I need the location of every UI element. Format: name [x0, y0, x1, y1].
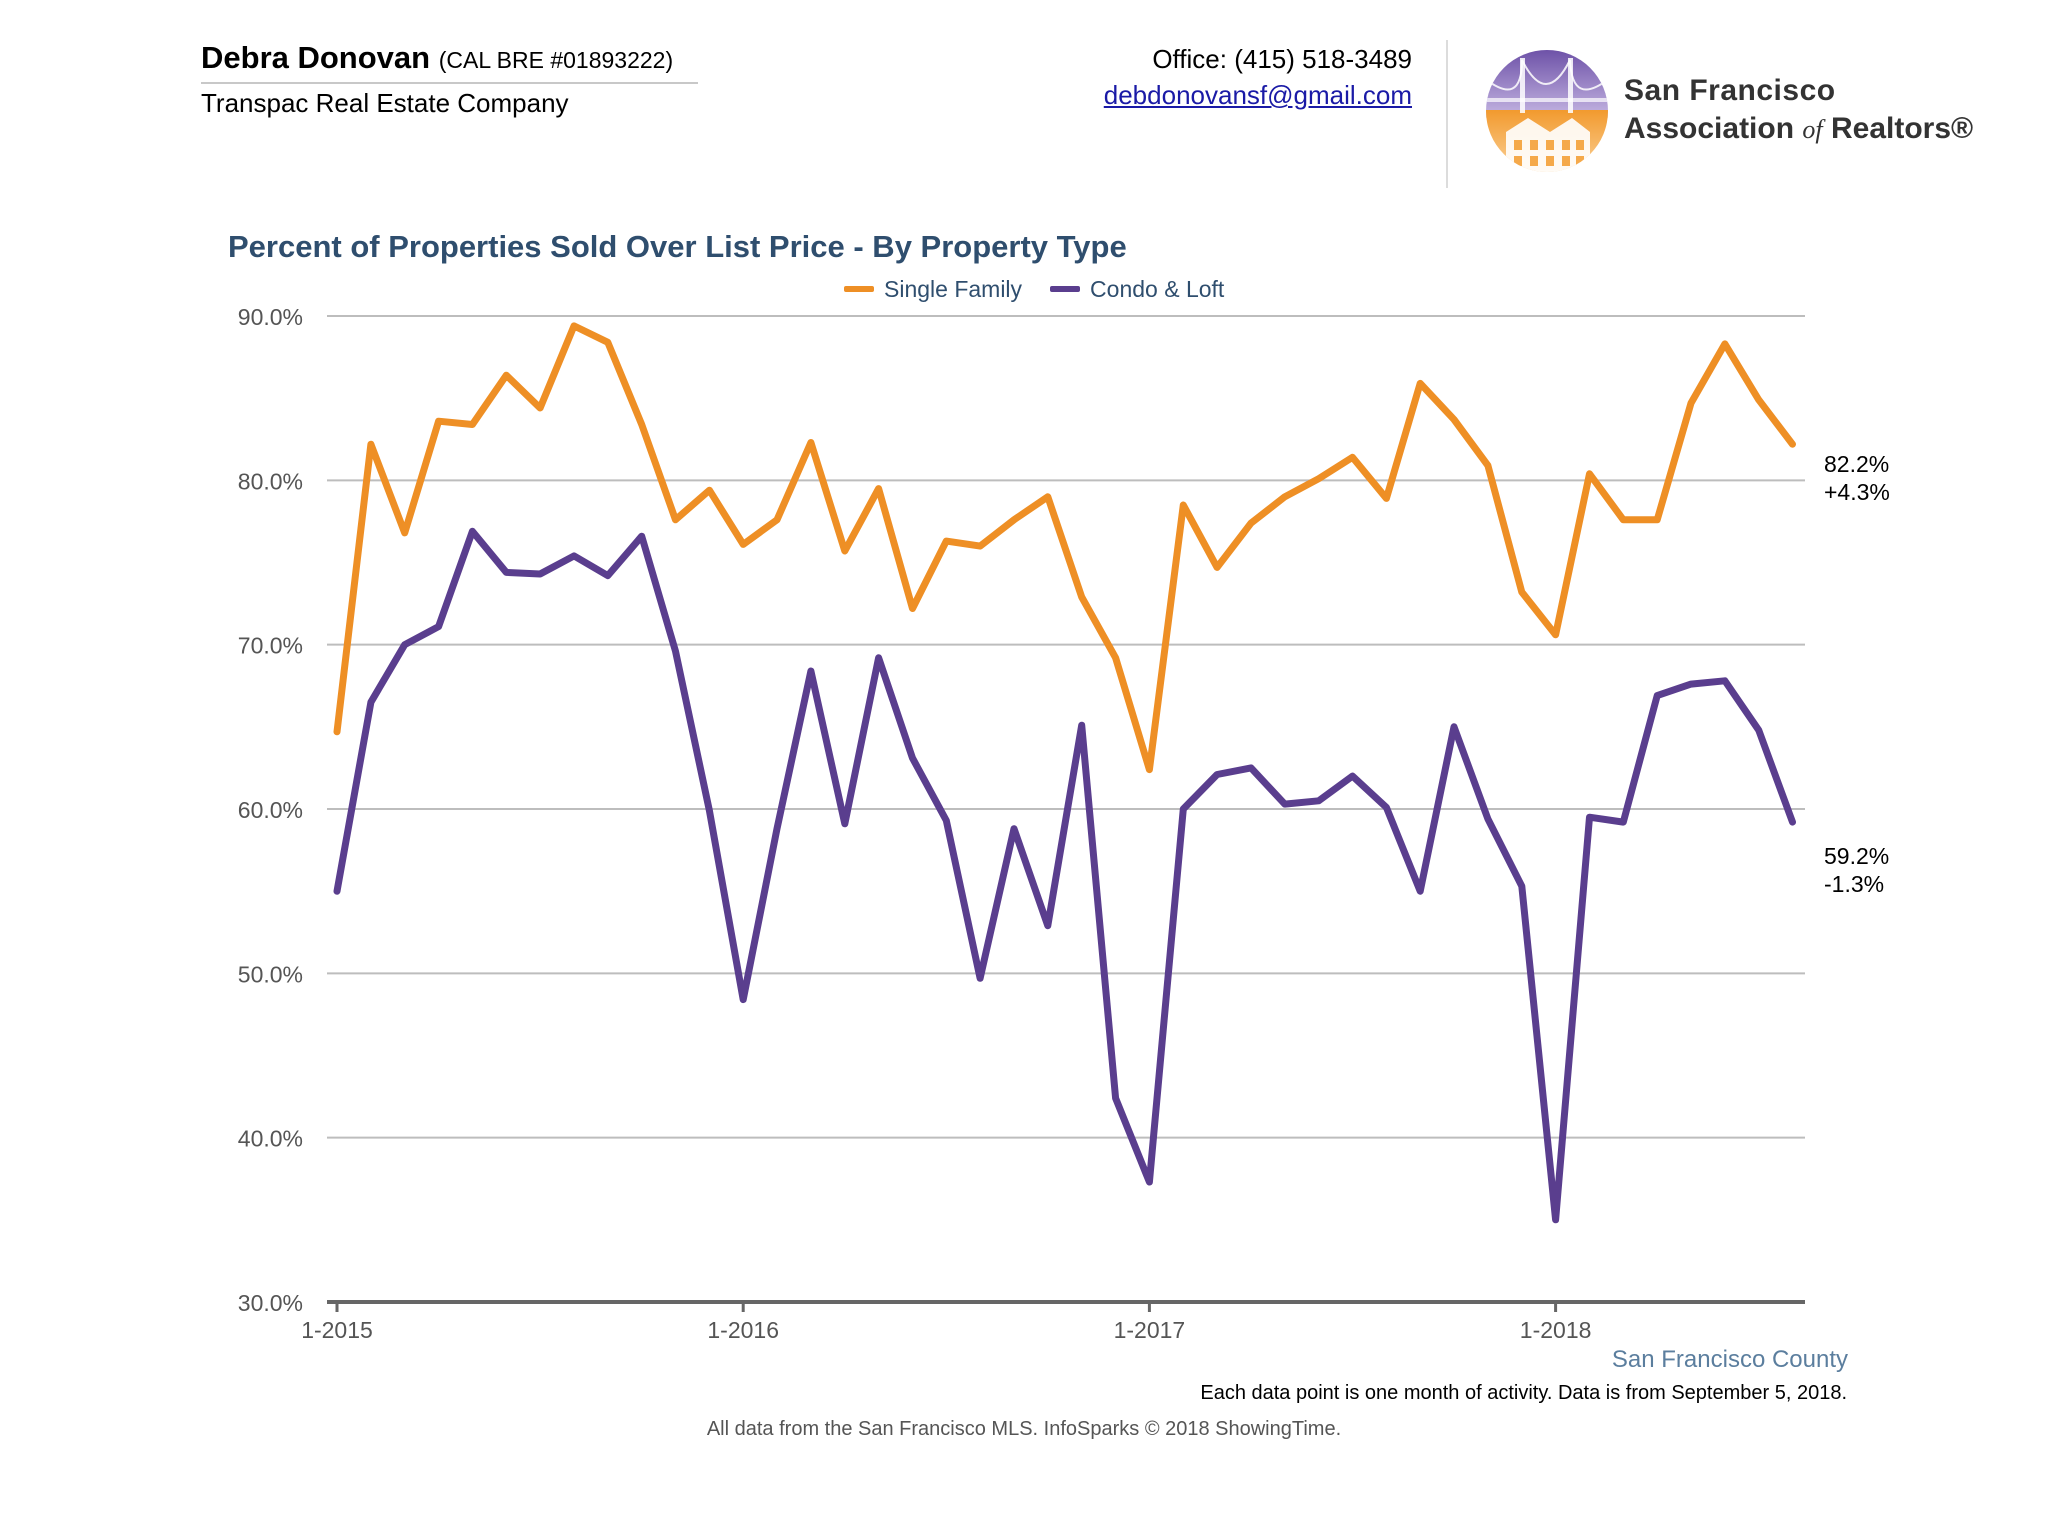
- y-tick-label: 60.0%: [238, 797, 303, 823]
- y-tick-label: 40.0%: [238, 1126, 303, 1152]
- x-tick-label: 1-2015: [301, 1317, 373, 1343]
- legend-item-condo-loft: Condo & Loft: [1050, 276, 1224, 303]
- end-change-label: -1.3%: [1824, 871, 1884, 897]
- y-tick-label: 70.0%: [238, 633, 303, 659]
- header-divider: [1446, 40, 1448, 188]
- agent-name-text: Debra Donovan: [201, 40, 431, 75]
- source-credit: All data from the San Francisco MLS. Inf…: [706, 1418, 1342, 1440]
- x-tick-label: 1-2016: [707, 1317, 779, 1343]
- legend-swatch-single-family: [844, 286, 874, 292]
- series-line-single-family: [333, 322, 1796, 774]
- chart-title: Percent of Properties Sold Over List Pri…: [228, 229, 1127, 264]
- agent-license: (CAL BRE #01893222): [438, 47, 674, 73]
- logo-text-realtors: Realtors®: [1830, 112, 1974, 145]
- y-tick-label: 50.0%: [238, 961, 303, 987]
- series-line-condo-loft: [333, 527, 1796, 1224]
- y-tick-label: 30.0%: [238, 1290, 303, 1316]
- agent-company: Transpac Real Estate Company: [201, 88, 569, 118]
- legend-label-condo-loft: Condo & Loft: [1090, 275, 1225, 302]
- legend-swatch-condo-loft: [1050, 286, 1081, 292]
- header-rule: [201, 82, 698, 84]
- x-tick-label: 1-2017: [1114, 1317, 1186, 1343]
- legend-label-single-family: Single Family: [884, 275, 1023, 302]
- legend-item-single-family: Single Family: [844, 276, 1022, 303]
- end-value-label: 82.2%: [1824, 451, 1889, 477]
- logo-text-line2: Association of Realtors®: [1624, 112, 1973, 146]
- region-label: San Francisco County: [1611, 1346, 1848, 1373]
- sfar-logo-icon: [1486, 50, 1608, 172]
- chart-legend: Single Family Condo & Loft: [844, 274, 1252, 304]
- x-tick-label: 1-2018: [1520, 1317, 1592, 1343]
- end-change-label: +4.3%: [1824, 479, 1890, 505]
- logo-text-association: Association: [1624, 112, 1795, 145]
- office-phone: Office: (415) 518-3489: [1152, 44, 1412, 74]
- y-tick-label: 90.0%: [238, 304, 303, 330]
- logo-text-of: of: [1802, 115, 1823, 144]
- y-tick-label: 80.0%: [238, 468, 303, 494]
- end-value-label: 59.2%: [1824, 843, 1889, 869]
- logo-text-line1: San Francisco: [1624, 74, 1836, 107]
- footnote: Each data point is one month of activity…: [1200, 1382, 1847, 1404]
- agent-name: Debra Donovan (CAL BRE #01893222): [201, 40, 673, 76]
- email-link[interactable]: debdonovansf@gmail.com: [1103, 80, 1412, 110]
